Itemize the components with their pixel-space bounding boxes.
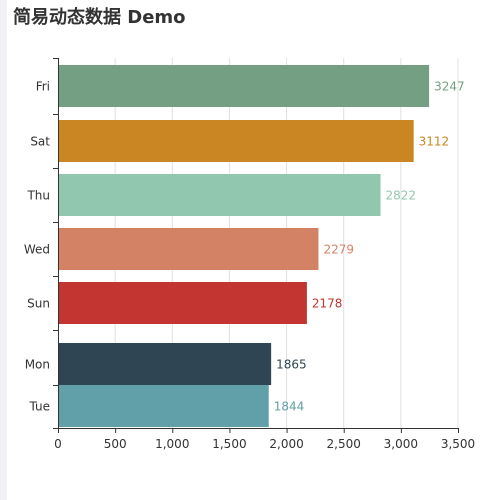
x-tick-label: 2,000 xyxy=(269,437,303,451)
x-tick-label: 3,000 xyxy=(384,437,418,451)
data-label-sun: 2178 xyxy=(312,297,343,311)
bar-sun[interactable] xyxy=(58,282,307,324)
y-tick-label-sun: Sun xyxy=(27,297,50,311)
bar-sat[interactable] xyxy=(58,120,414,162)
bar-mon[interactable] xyxy=(58,343,272,385)
y-tick-label-mon: Mon xyxy=(25,358,50,372)
x-tick-label: 500 xyxy=(104,437,127,451)
data-label-tue: 1844 xyxy=(274,400,305,414)
y-tick-label-tue: Tue xyxy=(29,400,51,414)
y-tick-label-wed: Wed xyxy=(24,243,50,257)
bar-wed[interactable] xyxy=(58,228,319,270)
x-tick-label: 3,500 xyxy=(441,437,475,451)
bars xyxy=(58,65,430,427)
data-label-wed: 2279 xyxy=(323,243,354,257)
data-labels: 3247 3112 2822 2279 2178 1865 1844 xyxy=(274,80,465,414)
bar-thu[interactable] xyxy=(58,174,381,216)
y-tick-label-fri: Fri xyxy=(36,80,50,94)
bar-fri[interactable] xyxy=(58,65,430,107)
x-tick-label: 0 xyxy=(54,437,62,451)
y-tick-label-thu: Thu xyxy=(26,189,50,203)
x-tick-label: 1,500 xyxy=(212,437,246,451)
data-label-mon: 1865 xyxy=(276,358,307,372)
data-label-fri: 3247 xyxy=(434,80,465,94)
y-tick-label-sat: Sat xyxy=(30,135,50,149)
axes: Fri Sat Thu Wed Sun Mon Tue 0 500 1,000 1,500 2,000… xyxy=(24,58,475,451)
chart-title: 简易动态数据 Demo xyxy=(13,7,186,28)
x-tick-label: 2,500 xyxy=(327,437,361,451)
page-left-strip xyxy=(0,0,7,500)
data-label-sat: 3112 xyxy=(419,135,450,149)
data-label-thu: 2822 xyxy=(386,189,417,203)
x-tick-label: 1,000 xyxy=(155,437,189,451)
bar-tue[interactable] xyxy=(58,385,269,427)
